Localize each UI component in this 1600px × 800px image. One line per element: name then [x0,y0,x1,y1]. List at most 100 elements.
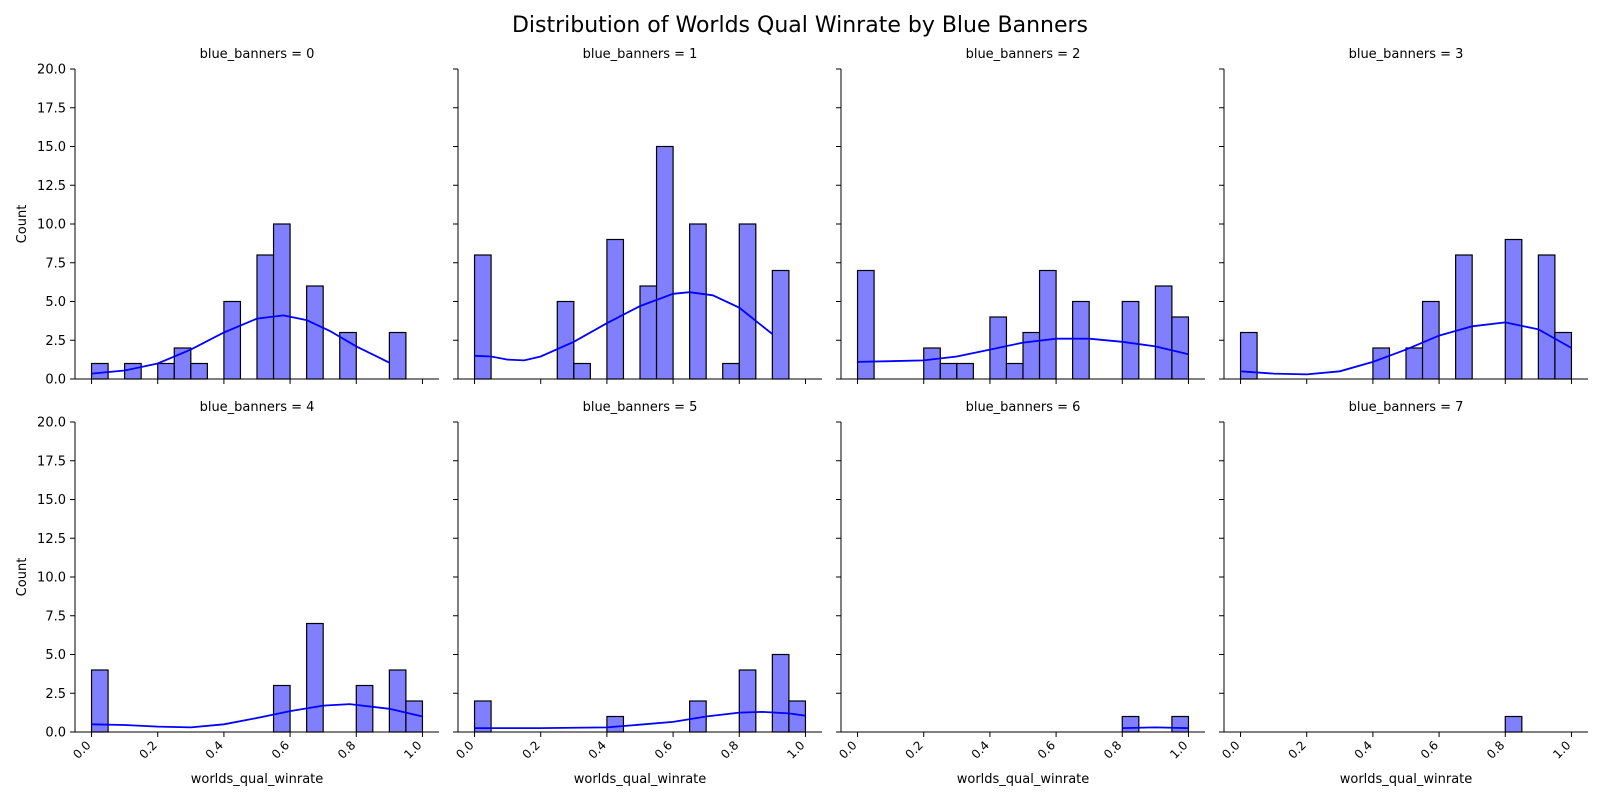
histogram-bar [956,362,974,380]
histogram-bar [738,223,757,380]
histogram-bar [1455,254,1473,380]
panel-4: blue_banners = 4 0.0 2.5 5.0 7.5 10.0 12.5 15.0… [15,400,439,787]
y-tick-label: 2.5 [45,687,66,702]
histogram-bar [339,331,357,380]
panel-title: blue_banners = 0 [200,47,315,62]
x-tick-label: 0.6 [269,738,292,761]
y-tick-label: 20.0 [37,416,66,431]
histogram-bar [771,269,790,380]
histogram-bar [573,362,591,380]
x-axis-label: worlds_qual_winrate [191,772,324,787]
y-axis-label: Count [15,205,30,244]
x-tick-label: 1.0 [1550,738,1573,761]
x-tick-label: 0.8 [335,738,358,761]
x-axis-label: worlds_qual_winrate [1340,772,1473,787]
histogram-bar [606,238,625,380]
panel-7: blue_banners = 7 0.0 0.2 0.4 0.6 0.8 1.0 worlds… [1219,400,1588,787]
y-tick-label: 0.0 [45,373,66,388]
histogram-bar [771,653,790,733]
histogram-bar [655,145,674,380]
histogram-bar [1005,362,1024,380]
y-tick-label: 17.5 [37,101,66,116]
histogram-bar [788,700,807,733]
x-axis-label: worlds_qual_winrate [957,772,1090,787]
histogram-bar [1504,715,1523,733]
y-tick-label: 7.5 [45,609,66,624]
x-tick-label: 0.8 [718,738,741,761]
panel-title: blue_banners = 5 [583,400,698,415]
histogram-bar [306,622,324,733]
panel-title: blue_banners = 3 [1349,47,1464,62]
histogram-bar [388,669,407,733]
histogram-bar [223,300,242,380]
y-tick-label: 10.0 [37,218,66,233]
histogram-bar [473,254,492,380]
x-tick-label: 0.8 [1101,738,1124,761]
x-tick-label: 0.0 [453,738,476,761]
histogram-bar [1372,347,1391,380]
panel-1: blue_banners = 1 [453,47,822,384]
x-tick-label: 0.2 [902,738,925,761]
x-tick-label: 1.0 [784,738,807,761]
kde-line [1122,726,1189,729]
histogram-bar [90,669,109,733]
y-tick-label: 12.5 [37,179,66,194]
histogram-bar [1121,300,1140,380]
y-tick-label: 12.5 [37,532,66,547]
y-tick-label: 7.5 [45,256,66,271]
chart-title: Distribution of Worlds Qual Winrate by B… [512,13,1088,38]
histogram-bar [1171,316,1190,380]
x-tick-label: 0.2 [136,738,159,761]
histogram-bar [689,223,707,380]
histogram-bar [1405,347,1424,380]
y-tick-label: 10.0 [37,571,66,586]
kde-line [474,291,773,362]
panel-title: blue_banners = 7 [1349,400,1464,415]
y-tick-label: 15.0 [37,140,66,155]
histogram-bar [190,362,208,380]
histogram-bar [1072,300,1090,380]
panel-2: blue_banners = 2 [836,47,1205,384]
histogram-bar [556,300,575,380]
histogram-bar [1154,285,1173,380]
histogram-bar [1537,254,1556,380]
x-tick-label: 0.2 [519,738,542,761]
x-tick-label: 0.6 [1418,738,1441,761]
x-tick-label: 0.6 [1035,738,1058,761]
histogram-bar [606,715,625,733]
histogram-bar [124,362,142,380]
panel-title: blue_banners = 4 [200,400,315,415]
y-tick-label: 2.5 [45,334,66,349]
x-tick-label: 0.6 [652,738,675,761]
panel-0: blue_banners = 0 0.0 2.5 5.0 7.5 10.0 12.5 15.0… [15,47,439,388]
y-tick-label: 15.0 [37,493,66,508]
histogram-bar [1171,715,1190,733]
x-tick-label: 0.4 [1352,738,1375,761]
kde-line [474,710,806,729]
x-axis-label: worlds_qual_winrate [574,772,707,787]
histogram-bar [157,362,175,380]
histogram-bar [272,223,291,380]
histogram-bar [923,347,941,380]
histogram-bar [939,362,958,380]
histogram-bar [1022,331,1041,380]
x-tick-label: 0.2 [1285,738,1308,761]
kde-line [857,337,1189,363]
x-tick-label: 1.0 [1167,738,1190,761]
x-tick-label: 1.0 [401,738,424,761]
panel-6: blue_banners = 6 0.0 0.2 0.4 0.6 0.8 1.0 worlds… [836,400,1205,787]
kde-line [91,703,423,729]
y-tick-label: 5.0 [45,648,66,663]
histogram-bar [355,684,374,733]
panels-group: blue_banners = 0 0.0 2.5 5.0 7.5 10.0 12.5 15.0… [15,47,1588,787]
x-tick-label: 0.8 [1484,738,1507,761]
histogram-bar [1421,300,1440,380]
kde-line [91,314,390,375]
histogram-bar [90,362,109,380]
y-tick-label: 0.0 [45,726,66,741]
x-tick-label: 0.4 [969,738,992,761]
x-tick-label: 0.0 [1219,738,1242,761]
histogram-bar [1038,269,1057,380]
histogram-bar [388,331,407,380]
panel-3: blue_banners = 3 [1219,47,1588,384]
